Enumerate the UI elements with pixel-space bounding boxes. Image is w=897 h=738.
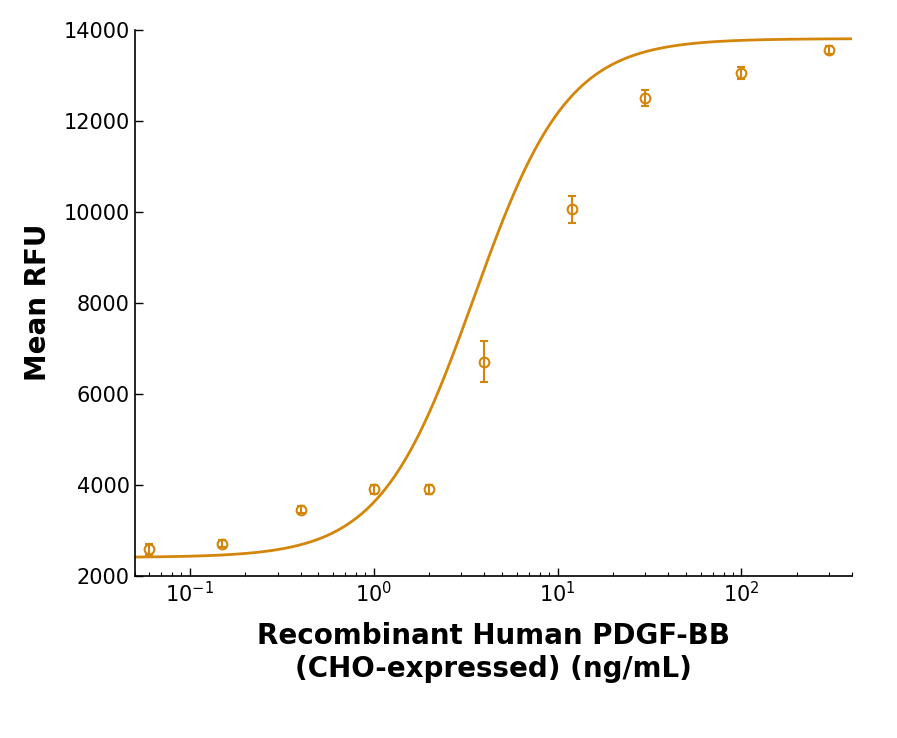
X-axis label: Recombinant Human PDGF-BB
(CHO-expressed) (ng/mL): Recombinant Human PDGF-BB (CHO-expressed…	[257, 622, 730, 683]
Y-axis label: Mean RFU: Mean RFU	[24, 224, 52, 382]
